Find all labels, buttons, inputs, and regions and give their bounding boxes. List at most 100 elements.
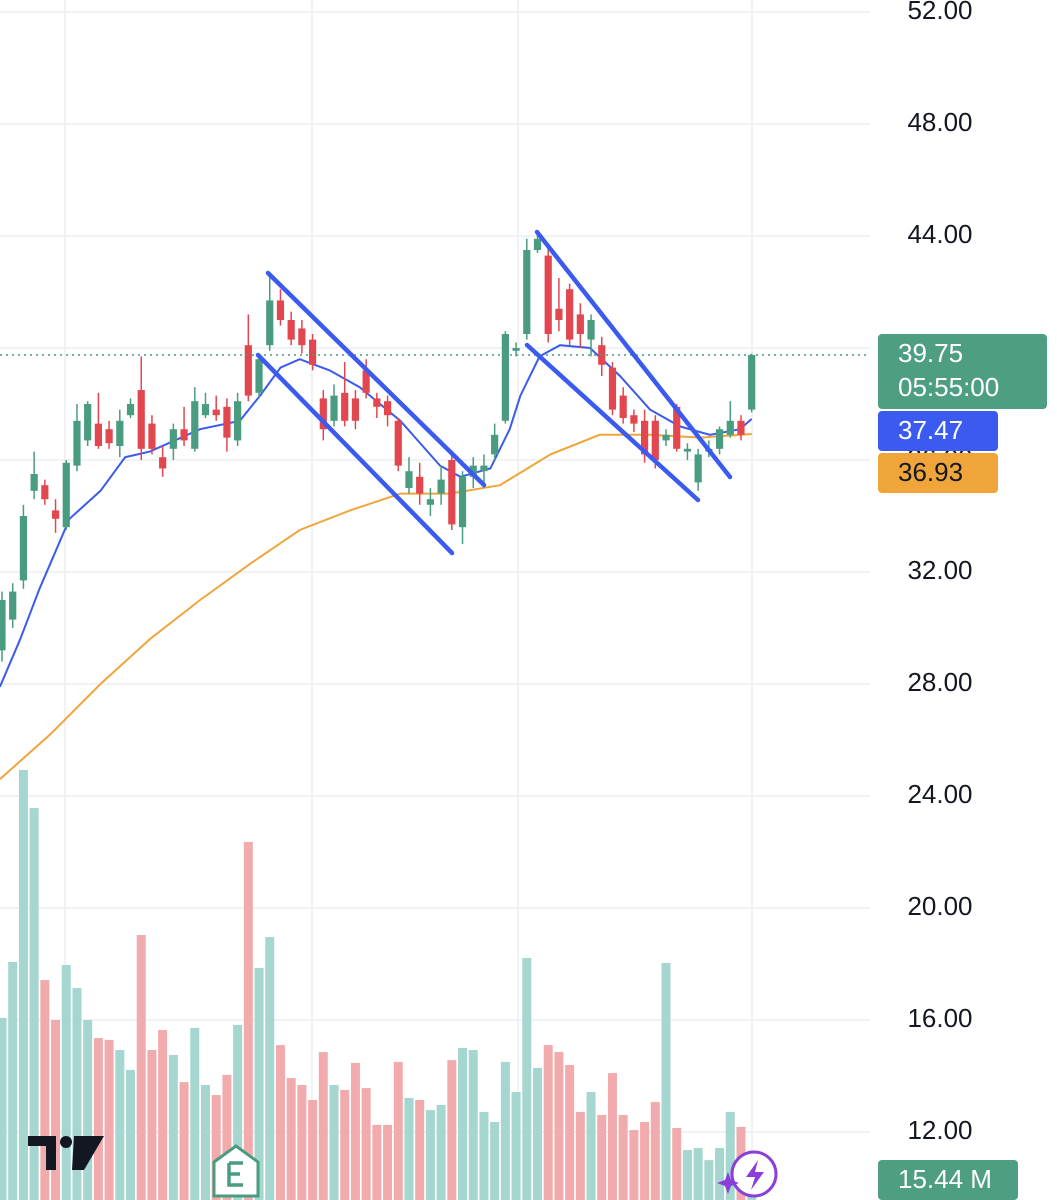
moving-average-line — [0, 344, 753, 688]
candle-body — [608, 367, 617, 410]
candle-body — [480, 465, 488, 472]
candle-body — [469, 465, 477, 477]
volume-bar — [393, 1061, 403, 1200]
candle-body — [19, 516, 28, 581]
candle-body — [341, 392, 349, 421]
volume-bar — [40, 980, 50, 1200]
volume-bar — [126, 1069, 136, 1200]
candle-body — [159, 457, 167, 469]
volume-bar — [500, 1061, 510, 1200]
last-price-label: 39.75 — [898, 338, 963, 368]
trend-line — [265, 270, 487, 488]
volume-bar — [350, 1062, 360, 1200]
volume-bar — [672, 1127, 682, 1200]
volume-bar — [61, 965, 71, 1200]
volume-bar — [93, 1038, 103, 1200]
candle-body — [276, 300, 285, 321]
countdown-label: 05:55:00 — [898, 372, 999, 402]
price-axis: 52.0048.0044.0040.0036.0032.0028.0024.00… — [870, 0, 1057, 1200]
y-tick-label: 16.00 — [907, 1003, 972, 1033]
candle-body — [737, 420, 745, 435]
volume-bar — [211, 1095, 221, 1200]
candle-body — [566, 289, 574, 340]
candle-body — [683, 448, 692, 452]
candle-body — [116, 420, 124, 447]
volume-bar — [533, 1067, 542, 1200]
volume-bar — [265, 937, 275, 1200]
candle-body — [94, 423, 102, 447]
candle-body — [362, 370, 370, 393]
trend-line — [524, 342, 701, 503]
candle-body — [266, 300, 274, 346]
candle-body — [255, 359, 263, 393]
candle-body — [234, 401, 242, 441]
candle-body — [726, 420, 734, 435]
volume-bar — [554, 1052, 564, 1200]
y-tick-label: 32.00 — [907, 555, 972, 585]
candle-body — [555, 308, 563, 321]
volume-bar — [0, 1017, 7, 1200]
volume-bar — [243, 841, 253, 1200]
volume-bar — [158, 1030, 168, 1200]
candle-body — [373, 398, 381, 407]
candle-body — [30, 474, 38, 491]
volume-bar — [72, 988, 82, 1200]
horizontal-grid — [0, 11, 870, 1133]
candle-body — [619, 395, 627, 419]
candle-body — [287, 320, 295, 340]
candle-body — [148, 423, 156, 449]
candle-body — [748, 355, 756, 410]
volume-bar — [693, 1147, 703, 1200]
volume-bar — [254, 967, 264, 1200]
price-badges: 39.75 05:55:00 37.47 36.93 15.44 M — [878, 334, 1047, 1200]
ma-badge — [878, 453, 998, 493]
candle-body — [137, 390, 145, 449]
volume-bar — [222, 1074, 232, 1200]
candle-body — [533, 238, 542, 251]
logo-dot — [60, 1136, 72, 1148]
trend-line — [255, 352, 455, 556]
volume-bar — [565, 1065, 575, 1200]
volume-bar — [18, 769, 28, 1200]
candle-body — [191, 401, 199, 449]
candle-body — [426, 499, 434, 505]
candle-body — [641, 420, 649, 455]
volume-bar — [329, 1084, 339, 1200]
volume-bar — [179, 1082, 189, 1200]
volume-bar — [522, 958, 532, 1200]
earnings-letter — [227, 1161, 243, 1187]
candle-body — [383, 401, 392, 416]
candle-body — [630, 415, 638, 424]
volume-badge — [878, 1160, 1018, 1200]
candle-body — [62, 462, 70, 528]
candle-body — [544, 255, 552, 335]
volume-bar — [361, 1088, 371, 1200]
volume-bar — [83, 1019, 93, 1200]
candle-body — [201, 404, 210, 416]
volume-bar — [468, 1050, 478, 1200]
candle-body — [694, 454, 702, 483]
ma-badge-label: 37.47 — [898, 415, 963, 445]
candle-body — [0, 600, 6, 651]
trend-line — [534, 229, 733, 480]
candle-body — [180, 429, 188, 441]
ma-badge — [878, 411, 998, 451]
volume-bar — [104, 1039, 114, 1200]
volume-bar — [297, 1084, 307, 1200]
assistant-bolt — [746, 1160, 764, 1190]
axis-background — [870, 0, 1057, 1200]
candle-body — [126, 404, 135, 416]
volume-bar — [640, 1122, 650, 1200]
moving-averages — [0, 344, 753, 780]
volume-bar — [383, 1124, 393, 1200]
candle-body — [169, 429, 177, 449]
volume-bar — [607, 1073, 617, 1200]
candle-body — [41, 485, 49, 500]
candle-body — [662, 434, 670, 441]
candle-body — [223, 406, 231, 438]
earnings-shape — [212, 1144, 260, 1198]
candle-body — [651, 420, 659, 461]
candle-body — [715, 429, 724, 449]
candle-body — [319, 398, 327, 430]
